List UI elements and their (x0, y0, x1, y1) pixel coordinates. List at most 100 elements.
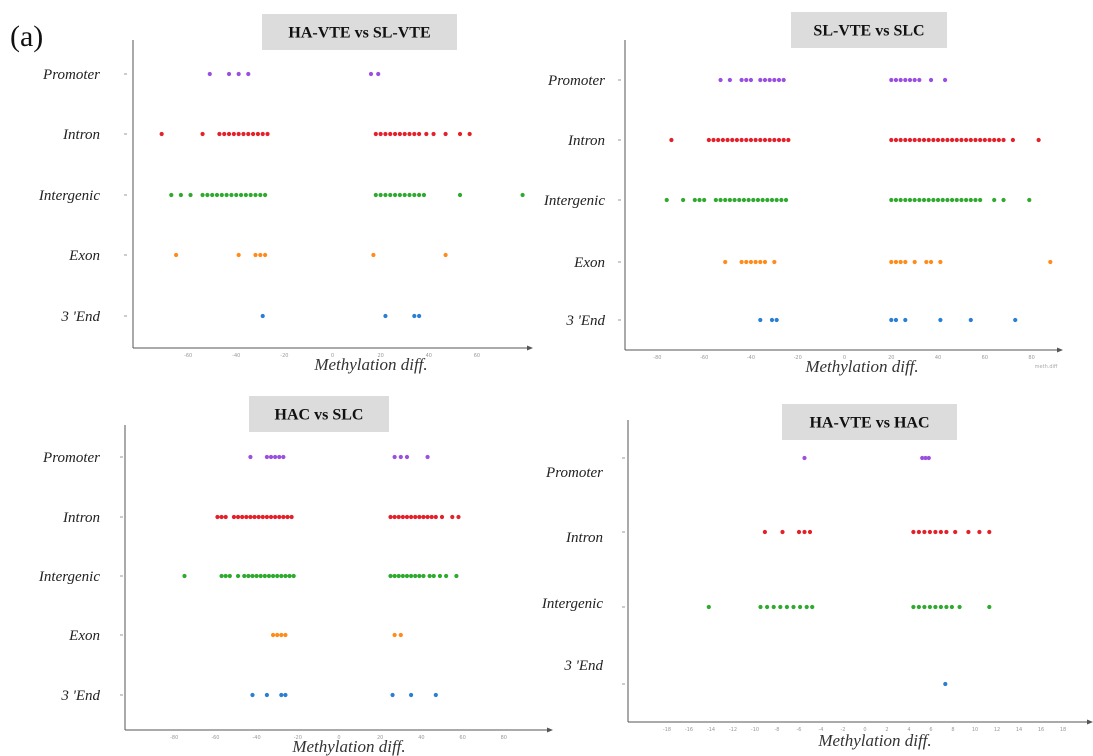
data-point (219, 573, 224, 579)
data-point (744, 77, 749, 83)
data-point (378, 131, 383, 137)
data-point (236, 71, 241, 77)
data-point (1001, 197, 1006, 203)
data-point (802, 529, 807, 535)
data-point (762, 137, 768, 143)
data-point (987, 137, 992, 143)
data-point (926, 137, 931, 143)
data-point (935, 197, 941, 203)
category-label: 3 'End (563, 658, 603, 674)
data-point (173, 252, 179, 258)
data-point (402, 192, 407, 198)
data-point (275, 573, 280, 579)
category-label: Intergenic (38, 569, 100, 585)
data-point (270, 632, 276, 638)
data-point (903, 259, 908, 265)
data-point (279, 573, 284, 579)
x-tick-label: 0 (331, 353, 334, 359)
data-point (758, 77, 763, 83)
x-tick-label: 20 (377, 353, 383, 359)
data-point (243, 192, 248, 198)
x-tick-label: -18 (663, 727, 671, 733)
data-point (755, 197, 761, 203)
data-point (417, 131, 422, 137)
data-point (241, 131, 246, 137)
x-tick-label: -8 (775, 727, 780, 733)
data-point (413, 514, 418, 520)
data-point (791, 604, 796, 610)
data-point (927, 604, 932, 610)
data-point (964, 197, 969, 203)
data-point (417, 514, 422, 520)
data-point (776, 77, 782, 83)
x-axis-label: Methylation diff. (313, 355, 427, 374)
category-label: Intergenic (543, 193, 605, 209)
data-point (727, 77, 732, 83)
data-point (231, 131, 236, 137)
data-point (226, 71, 232, 77)
category-label: Promoter (42, 67, 100, 83)
data-point (421, 192, 427, 198)
data-point (265, 131, 270, 137)
data-point (940, 137, 945, 143)
chart-title-box (249, 396, 389, 432)
x-tick-label: 6 (929, 727, 932, 733)
data-point (250, 131, 256, 137)
x-tick-label: -80 (170, 735, 178, 741)
x-tick-label: 40 (426, 353, 432, 359)
data-point (383, 131, 388, 137)
x-tick-label: -40 (747, 355, 755, 361)
data-point (762, 529, 767, 535)
data-point (248, 192, 253, 198)
data-point (922, 529, 927, 535)
data-point (898, 259, 903, 265)
chart-sl-vte-vs-slc: -80 -60 -40 -20 0 20 40 60 80 SL-VTE vs SLC Methyl… (543, 12, 1063, 376)
data-point (730, 137, 735, 143)
data-point (765, 604, 770, 610)
data-point (250, 692, 255, 698)
data-point (283, 573, 288, 579)
data-point (762, 259, 768, 265)
data-point (798, 604, 803, 610)
x-tick-label: 4 (907, 727, 910, 733)
data-point (273, 454, 278, 460)
data-point (781, 77, 786, 83)
chart-title-box (262, 14, 457, 50)
x-tick-label: 18 (1060, 727, 1066, 733)
data-point (928, 259, 934, 265)
data-point (889, 77, 894, 83)
data-point (404, 573, 410, 579)
data-point (893, 197, 899, 203)
data-point (246, 573, 251, 579)
chart-ha-vte-vs-hac: -18 -16 -14 -12 -10 -8 -6 -4 -2 0 2 4 6 8 10 12 14 16 18 HA… (541, 404, 1093, 750)
data-point (223, 514, 228, 520)
data-point (968, 137, 973, 143)
data-point (169, 192, 174, 198)
data-point (751, 197, 756, 203)
data-point (277, 454, 282, 460)
data-point (938, 317, 943, 323)
x-tick-label: 0 (843, 355, 846, 361)
x-tick-label: 0 (337, 735, 340, 741)
data-point (275, 632, 280, 638)
data-point (1001, 137, 1006, 143)
data-point (214, 192, 220, 198)
data-point (188, 192, 193, 198)
data-point (987, 529, 992, 535)
x-tick-label: 10 (972, 727, 978, 733)
data-point (240, 514, 245, 520)
x-tick-label: -16 (685, 727, 693, 733)
data-point (439, 514, 445, 520)
data-point (402, 131, 407, 137)
data-point (973, 137, 978, 143)
data-point (207, 71, 212, 77)
x-tick-label: -2 (841, 727, 846, 733)
data-point (400, 514, 405, 520)
data-point (771, 604, 776, 610)
data-point (252, 514, 257, 520)
x-tick-label: -20 (280, 353, 288, 359)
data-point (944, 529, 949, 535)
data-point (520, 192, 525, 198)
chart-title-box (791, 12, 947, 48)
data-point (889, 137, 894, 143)
